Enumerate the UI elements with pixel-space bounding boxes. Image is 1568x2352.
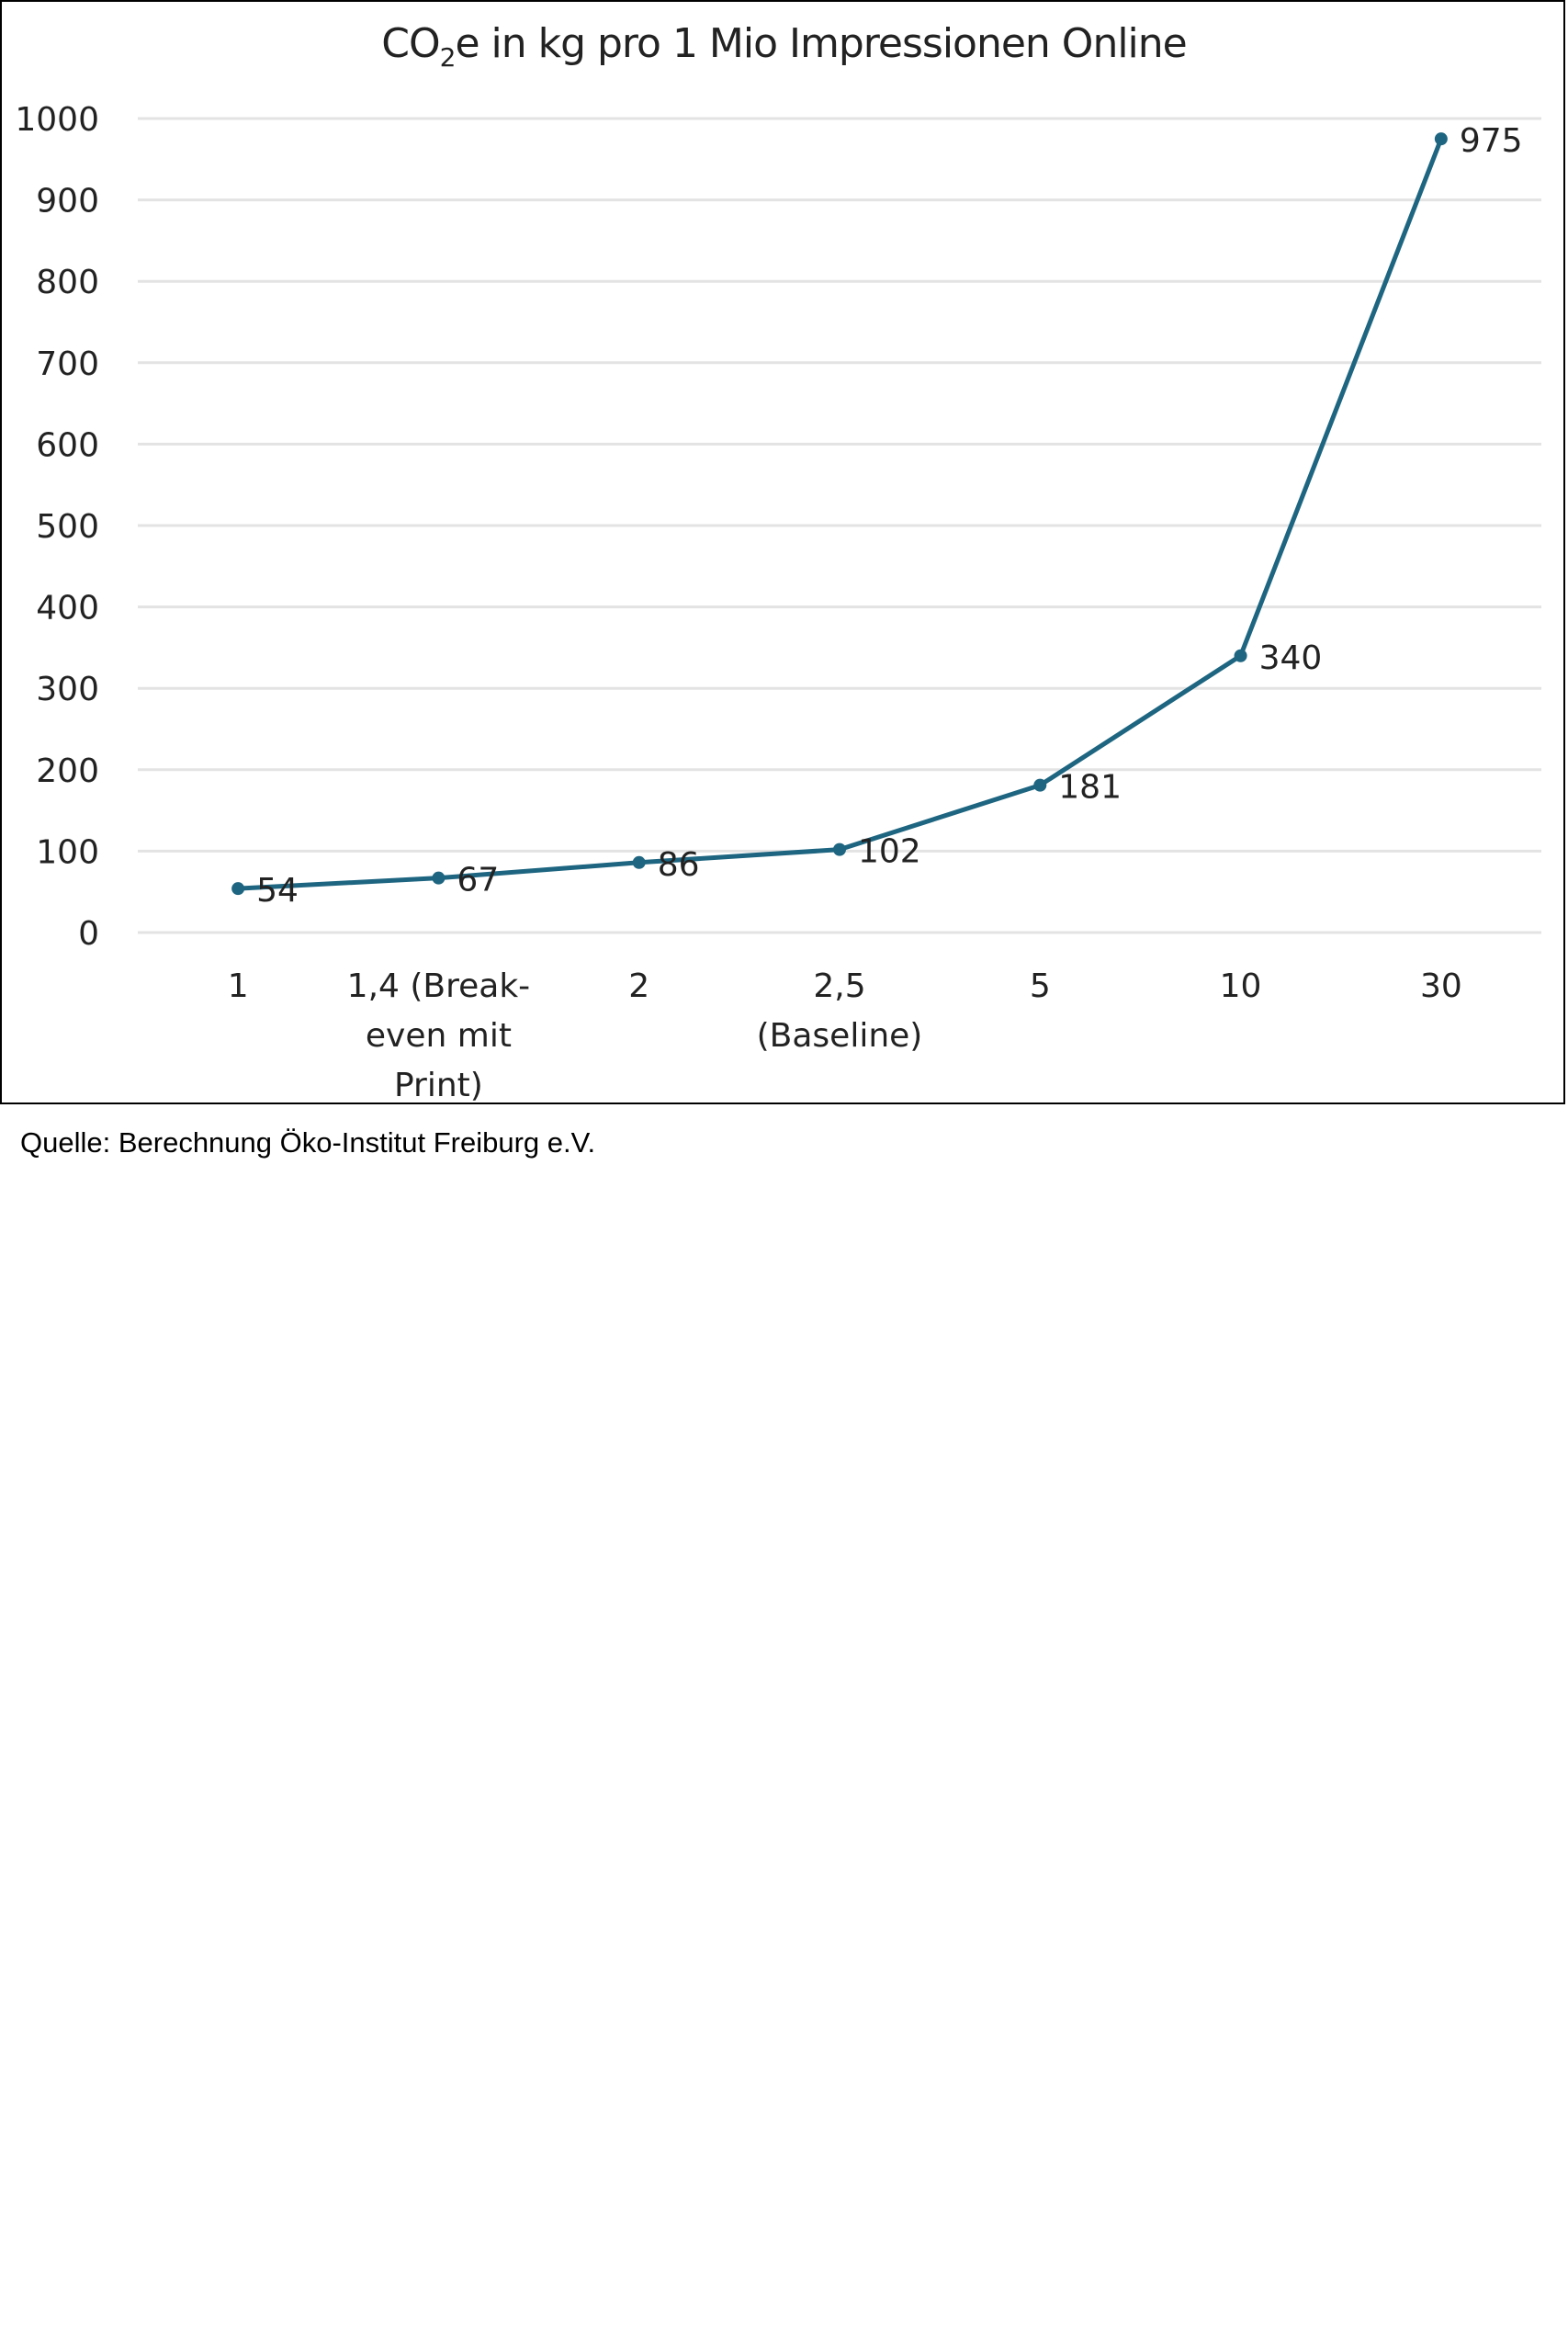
- y-tick-label: 500: [36, 508, 99, 546]
- data-point: [833, 842, 846, 856]
- data-label: 181: [1058, 769, 1122, 807]
- x-tick-label: 2: [628, 967, 649, 1005]
- data-point: [632, 855, 646, 869]
- data-point: [1033, 778, 1047, 792]
- series-line: [238, 138, 1444, 891]
- y-tick-label: 100: [36, 833, 99, 871]
- x-tick-label: 5: [1030, 967, 1051, 1005]
- y-tick-label: 700: [36, 345, 99, 383]
- y-tick-label: 300: [36, 671, 99, 708]
- data-point: [432, 871, 446, 885]
- y-tick-label: 400: [36, 590, 99, 628]
- data-point: [1234, 649, 1247, 662]
- y-tick-label: 800: [36, 264, 99, 301]
- title-subscript: 2: [439, 41, 457, 73]
- y-tick-label: 200: [36, 752, 99, 790]
- y-tick-label: 900: [36, 183, 99, 220]
- x-tick-label: (Baseline): [757, 1017, 923, 1055]
- y-tick-label: 0: [78, 915, 99, 953]
- data-label: 340: [1259, 639, 1323, 677]
- x-tick-label: 2,5: [813, 967, 865, 1005]
- data-label: 54: [256, 872, 299, 910]
- x-tick-label: Print): [394, 1067, 483, 1104]
- chart-frame: [0, 0, 1565, 1104]
- x-tick-label: 1,4 (Break-: [347, 967, 531, 1005]
- data-label: 102: [858, 833, 921, 871]
- data-label: 975: [1460, 122, 1523, 160]
- source-note: Quelle: Berechnung Öko-Institut Freiburg…: [20, 1126, 596, 1159]
- data-label: 67: [457, 862, 499, 899]
- x-tick-label: 1: [228, 967, 249, 1005]
- title-main: CO: [381, 20, 440, 67]
- y-tick-label: 1000: [15, 101, 99, 139]
- line-chart: 0 100 200 300 400 500 600 700 800 900 1000 1 1,4 (Br…: [15, 101, 1541, 1104]
- data-label: 86: [658, 846, 700, 884]
- x-tick-label: 10: [1220, 967, 1262, 1005]
- x-tick-label: 30: [1420, 967, 1462, 1005]
- data-point: [1434, 132, 1448, 146]
- x-tick-label: even mit: [366, 1017, 512, 1055]
- chart-title: CO2e in kg pro 1 Mio Impressionen Online: [0, 20, 1568, 73]
- y-tick-label: 600: [36, 426, 99, 464]
- title-rest: e in kg pro 1 Mio Impressionen Online: [455, 20, 1187, 67]
- data-point: [231, 882, 245, 896]
